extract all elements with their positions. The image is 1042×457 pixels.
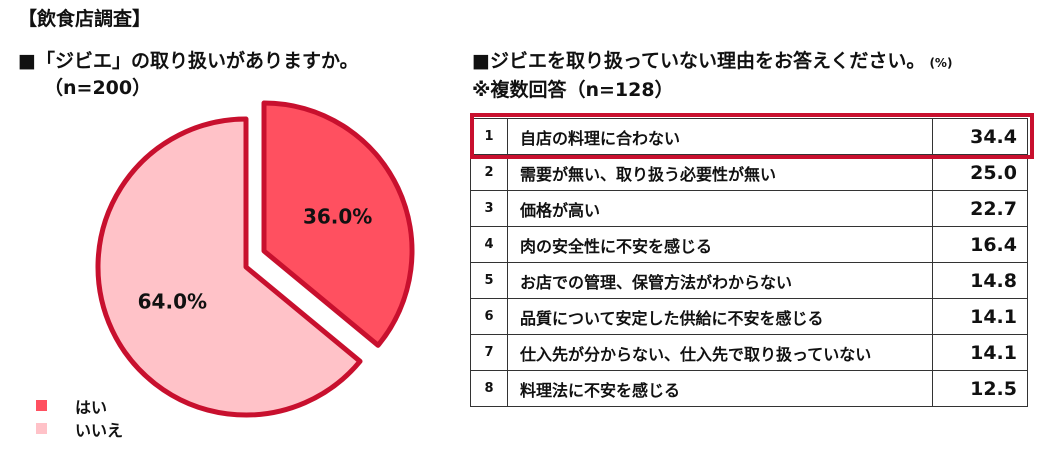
rank-cell: 6 xyxy=(470,298,508,335)
rank-cell: 4 xyxy=(470,226,508,263)
percent-value: 12.5 xyxy=(932,370,1028,407)
table-row: 1 自店の料理に合わない 34.4 xyxy=(470,118,1028,155)
percent-value: 14.8 xyxy=(932,262,1028,299)
pie-chart: 36.0% 64.0% xyxy=(95,100,415,418)
table-unit: (%) xyxy=(929,56,953,70)
pie-slice-no xyxy=(95,116,363,418)
legend-item-yes: はい xyxy=(36,394,123,417)
table-row: 5 お店での管理、保管方法がわからない 14.8 xyxy=(470,262,1028,299)
pie-label-yes: 36.0% xyxy=(303,204,372,228)
legend-swatch-no xyxy=(36,423,47,434)
reasons-table: 1 自店の料理に合わない 34.4 2 需要が無い、取り扱う必要性が無い 25.0 3 価格が… xyxy=(470,118,1028,407)
percent-value: 16.4 xyxy=(932,226,1028,263)
reason-label: 品質について安定した供給に不安を感じる xyxy=(507,298,933,335)
reason-label: お店での管理、保管方法がわからない xyxy=(507,262,933,299)
percent-value: 22.7 xyxy=(932,190,1028,227)
pie-chart-heading: ■「ジビエ」の取り扱いがありますか。 （n=200） xyxy=(18,48,359,102)
reason-label: 仕入先が分からない、仕入先で取り扱っていない xyxy=(507,334,933,371)
table-row: 2 需要が無い、取り扱う必要性が無い 25.0 xyxy=(470,154,1028,191)
table-heading-note: ※複数回答（n=128） xyxy=(472,79,674,101)
reason-label: 料理法に不安を感じる xyxy=(507,370,933,407)
percent-value: 14.1 xyxy=(932,298,1028,335)
reason-label: 価格が高い xyxy=(507,190,933,227)
table-row: 8 料理法に不安を感じる 12.5 xyxy=(470,370,1028,407)
top-reason-highlight xyxy=(470,113,1034,159)
rank-cell: 7 xyxy=(470,334,508,371)
table-row: 7 仕入先が分からない、仕入先で取り扱っていない 14.1 xyxy=(470,334,1028,371)
table-row: 6 品質について安定した供給に不安を感じる 14.1 xyxy=(470,298,1028,335)
survey-title: 【飲食店調査】 xyxy=(18,8,152,30)
legend-item-no: いいえ xyxy=(36,417,123,440)
pie-heading-question: ■「ジビエ」の取り扱いがありますか。 xyxy=(18,50,359,72)
table-heading: ■ジビエを取り扱っていない理由をお答えください。 (%) ※複数回答（n=128） xyxy=(472,48,952,104)
reason-label: 自店の料理に合わない xyxy=(507,118,933,155)
pie-label-no: 64.0% xyxy=(138,290,207,314)
legend-swatch-yes xyxy=(36,400,47,411)
reason-label: 肉の安全性に不安を感じる xyxy=(507,226,933,263)
table-row: 4 肉の安全性に不安を感じる 16.4 xyxy=(470,226,1028,263)
percent-value: 14.1 xyxy=(932,334,1028,371)
rank-cell: 2 xyxy=(470,154,508,191)
table-row: 3 価格が高い 22.7 xyxy=(470,190,1028,227)
table-heading-question: ■ジビエを取り扱っていない理由をお答えください。 xyxy=(472,50,926,72)
rank-cell: 5 xyxy=(470,262,508,299)
legend-label-no: いいえ xyxy=(75,420,124,440)
rank-cell: 8 xyxy=(470,370,508,407)
rank-cell: 3 xyxy=(470,190,508,227)
percent-value: 25.0 xyxy=(932,154,1028,191)
reason-label: 需要が無い、取り扱う必要性が無い xyxy=(507,154,933,191)
pie-legend: はい いいえ xyxy=(36,394,123,440)
legend-label-yes: はい xyxy=(75,397,108,417)
pie-heading-sample-size: （n=200） xyxy=(44,77,152,99)
percent-value: 34.4 xyxy=(932,118,1028,155)
pie-slice-yes xyxy=(261,100,415,348)
